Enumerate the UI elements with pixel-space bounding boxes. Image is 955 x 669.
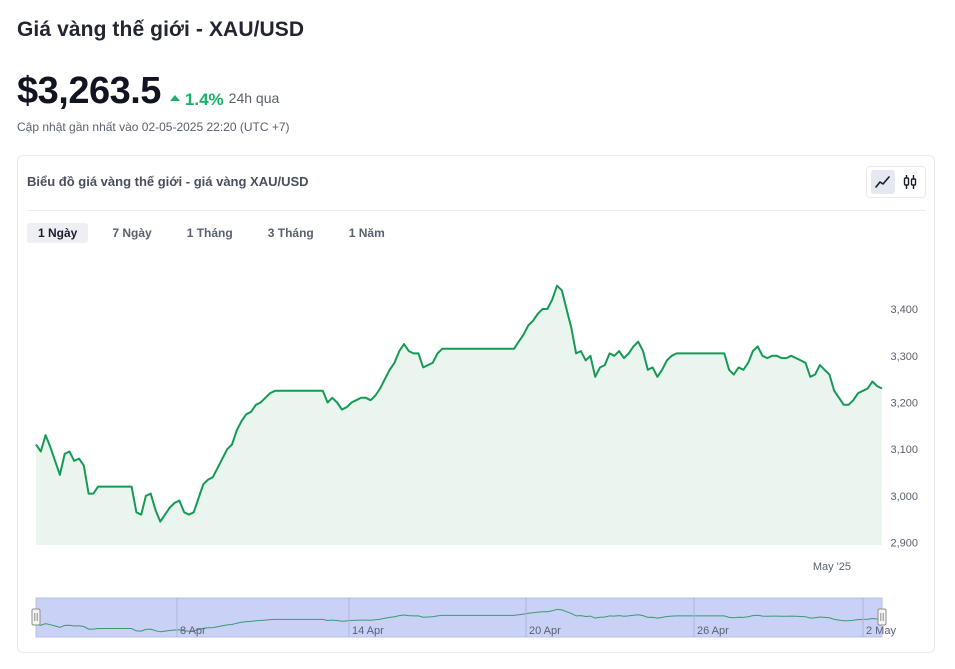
navigator-tick-label: 26 Apr: [697, 625, 729, 637]
navigator-tick-label: 8 Apr: [180, 625, 206, 637]
y-tick-label: 3,400: [890, 304, 918, 316]
x-tick-label: May '25: [813, 561, 851, 573]
line-chart-button[interactable]: [870, 170, 895, 194]
y-tick-label: 3,300: [890, 351, 918, 363]
tab-3-months[interactable]: 3 Tháng: [267, 226, 314, 240]
price-area: [36, 285, 882, 545]
y-tick-label: 3,100: [890, 444, 918, 456]
chart-card: Biểu đồ giá vàng thế giới - giá vàng XAU…: [17, 155, 935, 653]
navigator-tick-label: 14 Apr: [352, 625, 384, 637]
y-tick-label: 3,000: [890, 491, 918, 503]
tab-7-days[interactable]: 7 Ngày: [112, 226, 152, 240]
chart-title: Biểu đồ giá vàng thế giới - giá vàng XAU…: [27, 174, 309, 189]
y-tick-label: 2,900: [890, 538, 918, 550]
change-period: 24h qua: [228, 90, 280, 106]
tab-1-month[interactable]: 1 Tháng: [186, 226, 233, 240]
price-line[interactable]: [35, 284, 883, 523]
tab-1-day[interactable]: 1 Ngày: [27, 223, 89, 243]
page-title: Giá vàng thế giới - XAU/USD: [17, 18, 305, 41]
navigator-tick-label: 2 May: [866, 625, 896, 637]
line-chart-icon: [874, 176, 890, 188]
current-price: $3,263.5: [17, 70, 161, 112]
navigator-tick-label: 20 Apr: [529, 625, 561, 637]
price-change: 1.4%: [169, 90, 224, 110]
last-updated: Cập nhật gần nhất vào 02-05-2025 22:20 (…: [17, 120, 290, 134]
price-row: $3,263.5 1.4% 24h qua: [17, 70, 279, 113]
navigator-right-handle[interactable]: [877, 608, 887, 626]
change-percent: 1.4%: [184, 90, 224, 109]
candlestick-button[interactable]: [898, 170, 922, 194]
tab-1-year[interactable]: 1 Năm: [348, 226, 385, 240]
navigator-left-handle[interactable]: [31, 608, 41, 626]
time-range-tabs: 1 Ngày 7 Ngày 1 Tháng 3 Tháng 1 Năm: [27, 223, 409, 243]
candlestick-icon: [903, 175, 916, 189]
arrow-up-icon: [169, 95, 180, 101]
chart-type-toggle: [866, 166, 926, 198]
y-tick-label: 3,200: [890, 397, 918, 409]
card-divider: [27, 210, 926, 211]
